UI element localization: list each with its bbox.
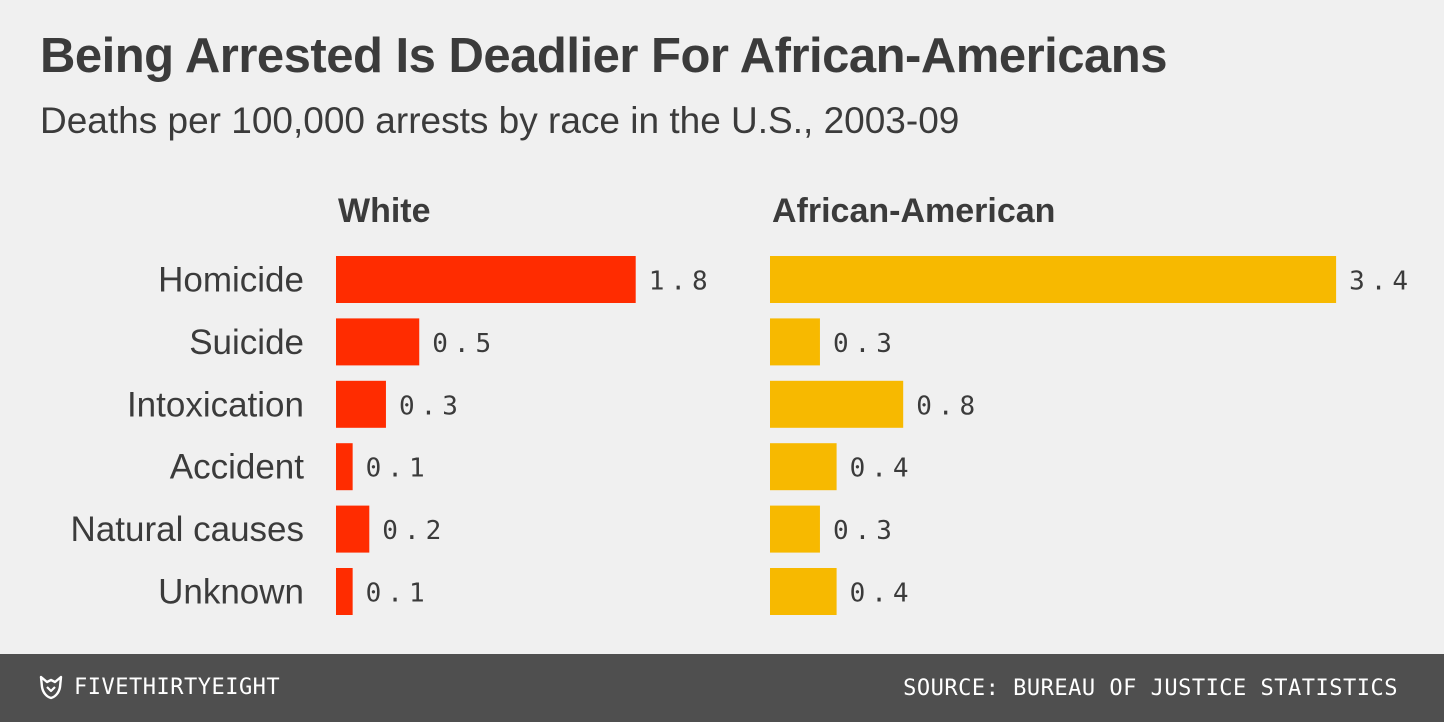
data-label: 0.3: [833, 516, 898, 546]
category-label: Natural causes: [71, 510, 304, 549]
chart-title: Being Arrested Is Deadlier For African-A…: [40, 29, 1167, 83]
bar: [336, 318, 420, 366]
bar: [336, 505, 370, 553]
chart-subtitle: Deaths per 100,000 arrests by race in th…: [40, 100, 960, 141]
data-label: 0.1: [366, 579, 431, 609]
fivethirtyeight-fox-icon: [39, 675, 63, 700]
data-label: 0.2: [382, 516, 447, 546]
bar: [770, 380, 904, 428]
category-label: Intoxication: [127, 385, 304, 424]
data-label: 0.4: [850, 454, 915, 484]
brand: FIVETHIRTYEIGHT: [38, 674, 280, 700]
bar: [336, 256, 636, 303]
category-label: Suicide: [189, 323, 304, 362]
bar: [336, 568, 353, 615]
bar: [770, 505, 820, 553]
bar: [770, 318, 820, 366]
bar: [336, 380, 386, 428]
source-note: SOURCE: BUREAU OF JUSTICE STATISTICS: [903, 676, 1398, 701]
panel-header: African-American: [772, 192, 1055, 230]
data-label: 0.1: [366, 454, 431, 484]
panel-header: White: [338, 192, 431, 230]
bar: [336, 443, 353, 491]
data-label: 0.8: [916, 391, 981, 421]
data-label: 0.3: [833, 329, 898, 359]
brand-name: FIVETHIRTYEIGHT: [74, 674, 281, 700]
bar: [770, 568, 837, 615]
category-label: Homicide: [158, 261, 304, 300]
category-label: Accident: [170, 448, 305, 487]
data-label: 0.5: [432, 329, 497, 359]
data-label: 0.3: [399, 391, 464, 421]
bar: [770, 443, 837, 491]
data-label: 1.8: [649, 267, 714, 297]
bar-chart: Homicide Suicide Intoxication Accident Natur…: [71, 192, 1414, 615]
data-label: 0.4: [850, 579, 915, 609]
category-label: Unknown: [158, 573, 304, 612]
bar: [770, 256, 1337, 303]
data-label: 3.4: [1349, 267, 1414, 297]
footer-bar: FIVETHIRTYEIGHT SOURCE: BUREAU OF JUSTIC…: [0, 654, 1444, 722]
